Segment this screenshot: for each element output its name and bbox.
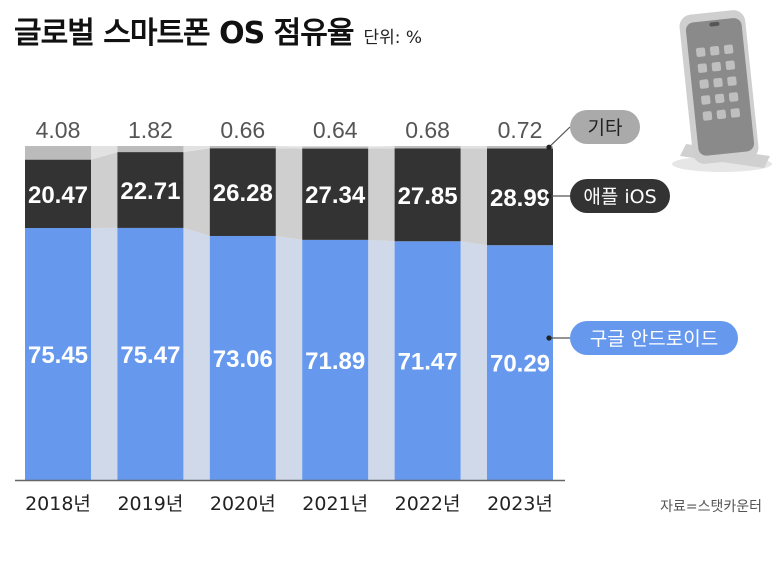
data-label: 4.08 [36, 117, 81, 143]
category-label: 2021년 [302, 493, 368, 515]
legend-dot [546, 193, 552, 199]
legend-label: 기타 [588, 117, 623, 139]
data-label: 0.64 [313, 117, 358, 143]
data-label: 22.71 [120, 178, 180, 205]
legend-dot [546, 335, 552, 341]
data-label: 0.72 [498, 117, 543, 143]
connector-band [460, 241, 487, 480]
connector-band [183, 146, 210, 153]
bar-segment [117, 146, 184, 153]
connector-band [460, 146, 487, 149]
legend-pill [570, 179, 670, 213]
data-label: 1.82 [128, 117, 173, 143]
bar-segment [209, 148, 276, 236]
bar-segment [394, 241, 461, 480]
bar-segment [302, 148, 369, 240]
bar-segment [117, 227, 184, 480]
unit-label: 단위: % [363, 28, 423, 48]
data-label: 71.89 [305, 348, 365, 375]
bar-segment [302, 239, 369, 480]
bar-segment [25, 146, 91, 160]
data-label: 0.68 [405, 117, 450, 143]
legend-pill [570, 321, 738, 355]
data-label: 75.47 [120, 342, 180, 369]
connector-band [368, 148, 395, 242]
legend-label: 구글 안드로이드 [590, 328, 718, 350]
bar-segment [394, 148, 461, 242]
data-label: 75.45 [28, 342, 88, 369]
data-label: 20.47 [28, 182, 88, 209]
data-label: 0.66 [220, 117, 265, 143]
connector-band [460, 148, 487, 246]
connector-band [275, 148, 303, 240]
legend-label: 애플 iOS [583, 186, 656, 208]
category-label: 2022년 [395, 493, 461, 515]
bar-segment [487, 148, 553, 246]
bar-segment [487, 146, 553, 149]
source-note: 자료=스탯카운터 [660, 499, 762, 515]
bar-segment [487, 245, 553, 480]
connector-band [183, 148, 210, 236]
connector-band [91, 152, 118, 228]
smartphone-icon [672, 10, 772, 172]
connector-band [368, 146, 395, 149]
title-block: 글로벌 스마트폰 OS 점유율 단위: % [14, 8, 422, 52]
data-label: 71.47 [398, 349, 458, 376]
data-label: 27.85 [398, 183, 458, 210]
data-label: 28.99 [490, 185, 550, 212]
connector-band [91, 146, 118, 160]
data-label: 26.28 [213, 180, 273, 207]
category-label: 2019년 [117, 493, 183, 515]
connector-band [91, 227, 118, 480]
bar-segment [394, 146, 461, 149]
category-label: 2023년 [487, 493, 553, 515]
bar-segment [302, 146, 369, 149]
data-label: 70.29 [490, 351, 550, 378]
bar-segment [209, 146, 276, 149]
legend-pill [570, 110, 640, 144]
connector-band [275, 146, 303, 149]
bar-segment [117, 152, 184, 228]
bar-segment [209, 235, 276, 480]
connector-band [183, 227, 210, 480]
bar-segment [25, 227, 91, 480]
connector-band [275, 235, 303, 480]
legend-leader-line [548, 126, 571, 148]
category-label: 2020년 [210, 493, 276, 515]
data-label: 27.34 [305, 182, 366, 209]
chart-title: 글로벌 스마트폰 OS 점유율 [14, 16, 354, 51]
connector-band [368, 239, 395, 480]
data-label: 73.06 [213, 346, 273, 373]
bar-segment [25, 159, 91, 228]
category-label: 2018년 [25, 493, 91, 515]
legend-dot [546, 144, 552, 150]
